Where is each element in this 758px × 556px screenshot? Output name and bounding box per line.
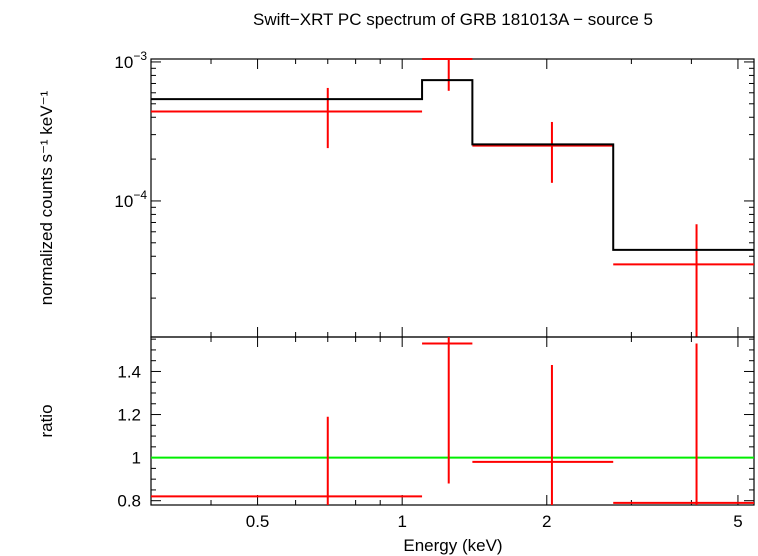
x-tick-label: 0.5 bbox=[246, 512, 270, 531]
ratio-axes-frame bbox=[150, 336, 755, 506]
ratio-panel: 0.8 1 1.2 1.4 0.5 1 2 5 bbox=[117, 336, 755, 531]
spectrum-axes-frame bbox=[150, 58, 755, 338]
ratio-y-tick-label: 0.8 bbox=[117, 492, 141, 511]
spectrum-y-tick-label: 10−3 bbox=[114, 49, 147, 72]
ratio-y-tick-label: 1.4 bbox=[117, 362, 141, 381]
ratio-y-axis-label: ratio bbox=[37, 404, 56, 437]
x-tick-label: 2 bbox=[542, 512, 551, 531]
spectrum-y-axis-label: normalized counts s⁻¹ keV⁻¹ bbox=[37, 90, 56, 305]
spectrum-panel: 10−3 10−4 bbox=[114, 49, 755, 338]
spectrum-y-tick-label: 10−4 bbox=[114, 188, 147, 211]
chart-title: Swift−XRT PC spectrum of GRB 181013A − s… bbox=[253, 10, 653, 29]
x-axis-label: Energy (keV) bbox=[403, 536, 502, 555]
ratio-y-tick-label: 1 bbox=[132, 449, 141, 468]
x-tick-label: 1 bbox=[397, 512, 406, 531]
model-step-line bbox=[151, 79, 754, 251]
ratio-y-tick-label: 1.2 bbox=[117, 406, 141, 425]
x-tick-label: 5 bbox=[733, 512, 742, 531]
